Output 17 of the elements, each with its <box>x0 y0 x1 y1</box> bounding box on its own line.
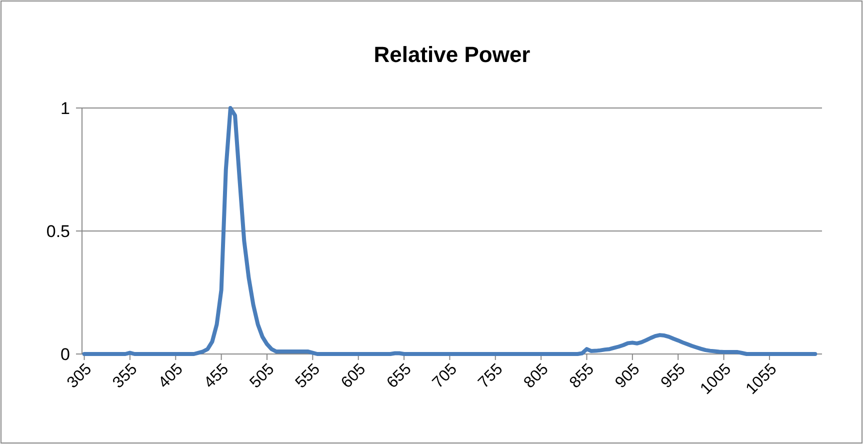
y-tick-label: 0.5 <box>46 222 70 241</box>
x-tick-label: 505 <box>246 360 278 392</box>
x-tick-label: 555 <box>292 360 324 392</box>
x-tick-label: 955 <box>658 360 689 392</box>
chart-title: Relative Power <box>374 42 531 67</box>
y-tick-label: 1 <box>60 98 70 118</box>
x-tick-label: 755 <box>475 360 506 392</box>
line-series <box>82 106 818 356</box>
x-tick-label: 805 <box>520 360 552 392</box>
x-tick-label: 705 <box>430 360 461 392</box>
x-tick-label: 405 <box>156 360 186 392</box>
x-tick-label: 455 <box>201 360 232 392</box>
x-tick-label: 355 <box>110 360 141 392</box>
x-tick-label: 855 <box>566 360 598 392</box>
x-tick-label: 655 <box>384 360 415 392</box>
x-tick-label: 905 <box>612 360 644 392</box>
x-tick-label: 605 <box>338 360 370 392</box>
